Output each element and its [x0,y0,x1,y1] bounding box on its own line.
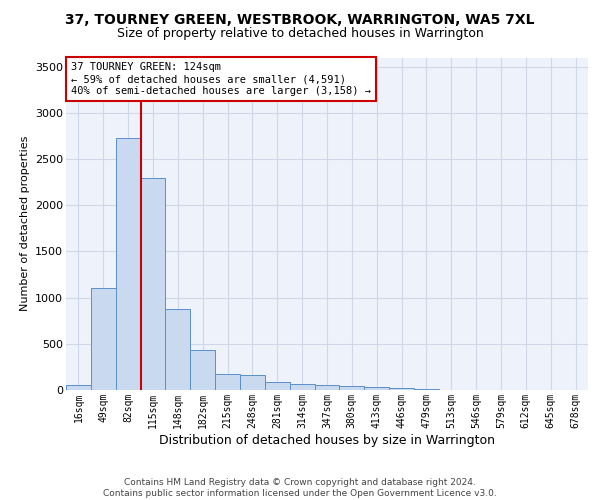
Bar [190,350,215,390]
Bar [66,385,91,390]
Bar [215,374,240,390]
Bar [314,385,340,390]
Bar [340,386,364,390]
Bar [166,308,190,390]
Text: 37 TOURNEY GREEN: 124sqm
← 59% of detached houses are smaller (4,591)
40% of sem: 37 TOURNEY GREEN: 124sqm ← 59% of detach… [71,62,371,96]
Bar [389,388,414,390]
Text: Size of property relative to detached houses in Warrington: Size of property relative to detached ho… [116,28,484,40]
Bar [240,375,265,390]
Bar [364,387,389,390]
X-axis label: Distribution of detached houses by size in Warrington: Distribution of detached houses by size … [159,434,495,446]
Text: 37, TOURNEY GREEN, WESTBROOK, WARRINGTON, WA5 7XL: 37, TOURNEY GREEN, WESTBROOK, WARRINGTON… [65,12,535,26]
Bar [290,384,314,390]
Bar [91,288,116,390]
Bar [140,178,166,390]
Bar [265,382,290,390]
Y-axis label: Number of detached properties: Number of detached properties [20,136,29,312]
Bar [116,138,140,390]
Bar [414,389,439,390]
Text: Contains HM Land Registry data © Crown copyright and database right 2024.
Contai: Contains HM Land Registry data © Crown c… [103,478,497,498]
